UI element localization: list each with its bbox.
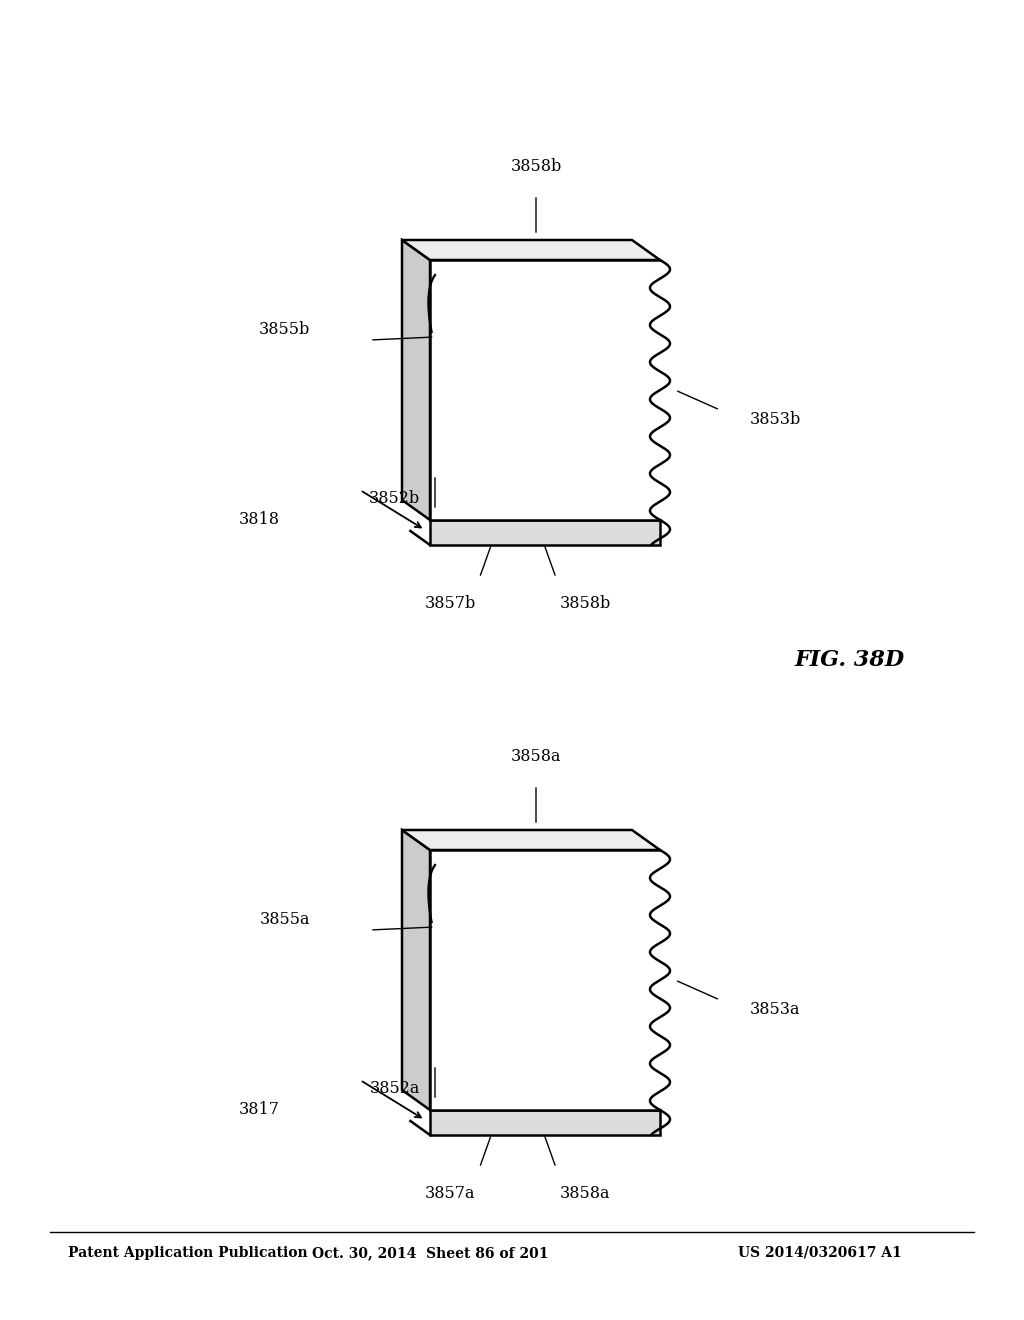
Text: 3853a: 3853a [750,1002,801,1019]
Text: 3858b: 3858b [510,158,561,176]
Text: 3858a: 3858a [560,1185,610,1203]
Text: 3857b: 3857b [424,595,475,612]
Text: FIG. 38D: FIG. 38D [795,649,905,671]
Text: 3853b: 3853b [750,412,801,429]
Text: 3855a: 3855a [259,912,310,928]
Text: US 2014/0320617 A1: US 2014/0320617 A1 [738,1246,902,1261]
Text: Patent Application Publication: Patent Application Publication [68,1246,307,1261]
Text: 3855b: 3855b [259,322,310,338]
Text: 3817: 3817 [239,1101,280,1118]
Text: 3818: 3818 [239,511,280,528]
Polygon shape [430,850,660,1110]
Text: 3858b: 3858b [560,595,611,612]
Text: 3858a: 3858a [511,748,561,766]
Text: 3852a: 3852a [370,1080,420,1097]
Polygon shape [430,260,660,520]
Polygon shape [430,1110,660,1135]
Polygon shape [402,830,660,850]
Polygon shape [402,240,430,520]
Text: Oct. 30, 2014  Sheet 86 of 201: Oct. 30, 2014 Sheet 86 of 201 [311,1246,548,1261]
Text: 3852b: 3852b [369,490,420,507]
Polygon shape [430,520,660,545]
Text: 3857a: 3857a [425,1185,475,1203]
Polygon shape [402,830,430,1110]
Polygon shape [402,240,660,260]
